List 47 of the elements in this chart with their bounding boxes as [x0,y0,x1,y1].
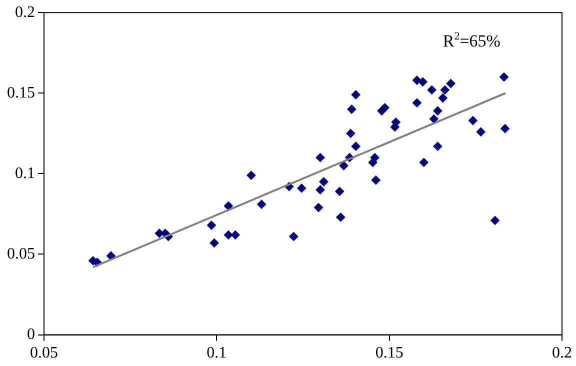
point [319,177,328,186]
point [314,203,324,212]
y-tick-label: 0.2 [15,4,35,21]
point [438,93,448,102]
point [429,114,438,124]
point [490,216,500,225]
point [500,124,510,134]
point [106,251,116,260]
point [371,176,380,185]
point [347,104,356,114]
x-tick-label: 0.1 [206,344,227,362]
point [206,220,216,230]
point [440,85,450,94]
y-tick-label: 0 [27,326,35,344]
point [468,116,478,126]
point [419,158,428,167]
point [246,170,256,180]
point [446,78,456,88]
point [351,142,360,151]
y-tick-label: 0.15 [7,84,35,102]
point [433,106,442,116]
point [335,186,344,196]
x-tick-label: 0.2 [552,344,572,362]
point [224,201,233,210]
point [297,184,306,193]
point [316,153,325,162]
x-tick-label: 0.15 [375,344,404,362]
point [418,77,428,86]
point [499,72,508,82]
point [412,98,422,108]
point [339,161,348,170]
point [257,200,266,209]
point [433,142,442,151]
point [230,230,240,240]
point [289,232,298,242]
y-tick-label: 0.05 [7,245,35,262]
point [210,238,219,248]
point [316,185,325,194]
point [380,103,390,112]
y-tick-label: 0.1 [15,164,35,182]
point [476,127,486,136]
point [427,85,436,94]
point [336,212,346,222]
x-tick-label: 0.05 [30,344,58,362]
point [351,90,360,100]
point [224,230,233,240]
point [346,128,356,138]
